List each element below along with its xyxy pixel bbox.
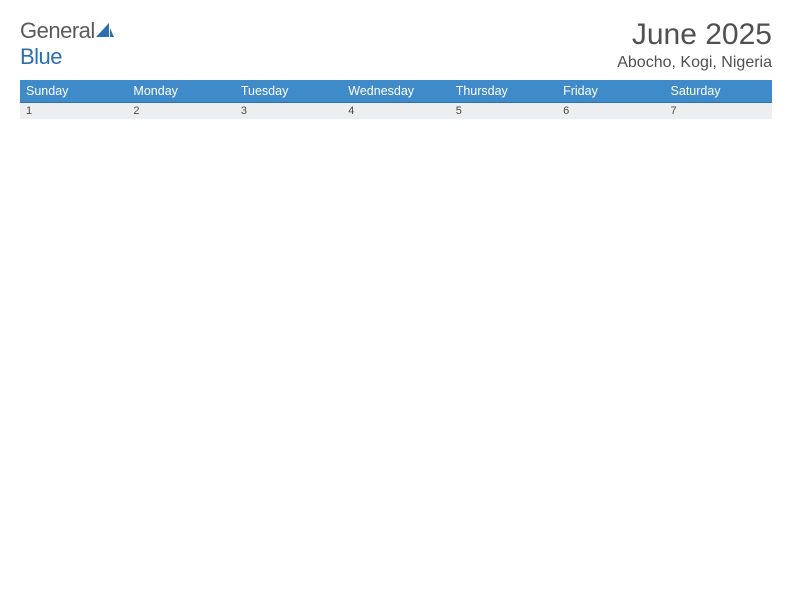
brand-part2: Blue bbox=[20, 44, 62, 69]
day-number-cell: 3 bbox=[235, 103, 342, 120]
day-number-cell: 7 bbox=[665, 103, 772, 120]
weekday-header-row: SundayMondayTuesdayWednesdayThursdayFrid… bbox=[20, 80, 772, 103]
day-number-cell: 2 bbox=[127, 103, 234, 120]
calendar-page: GeneralBlue June 2025 Abocho, Kogi, Nige… bbox=[0, 0, 792, 119]
weekday-header: Sunday bbox=[20, 80, 127, 103]
day-number-cell: 5 bbox=[450, 103, 557, 120]
weekday-header: Saturday bbox=[665, 80, 772, 103]
weekday-header: Monday bbox=[127, 80, 234, 103]
weekday-header: Thursday bbox=[450, 80, 557, 103]
day-number-cell: 4 bbox=[342, 103, 449, 120]
day-number-row: 1234567 bbox=[20, 103, 772, 120]
brand-text: GeneralBlue bbox=[20, 18, 115, 70]
day-number-cell: 1 bbox=[20, 103, 127, 120]
weekday-header: Wednesday bbox=[342, 80, 449, 103]
sail-icon bbox=[95, 22, 115, 38]
location-text: Abocho, Kogi, Nigeria bbox=[617, 54, 772, 72]
weekday-header: Tuesday bbox=[235, 80, 342, 103]
page-header: GeneralBlue June 2025 Abocho, Kogi, Nige… bbox=[20, 18, 772, 72]
day-number-cell: 6 bbox=[557, 103, 664, 120]
weekday-header: Friday bbox=[557, 80, 664, 103]
calendar-table: SundayMondayTuesdayWednesdayThursdayFrid… bbox=[20, 80, 772, 119]
brand-part1: General bbox=[20, 18, 95, 43]
title-block: June 2025 Abocho, Kogi, Nigeria bbox=[617, 18, 772, 72]
brand-logo: GeneralBlue bbox=[20, 18, 115, 70]
month-title: June 2025 bbox=[617, 18, 772, 52]
